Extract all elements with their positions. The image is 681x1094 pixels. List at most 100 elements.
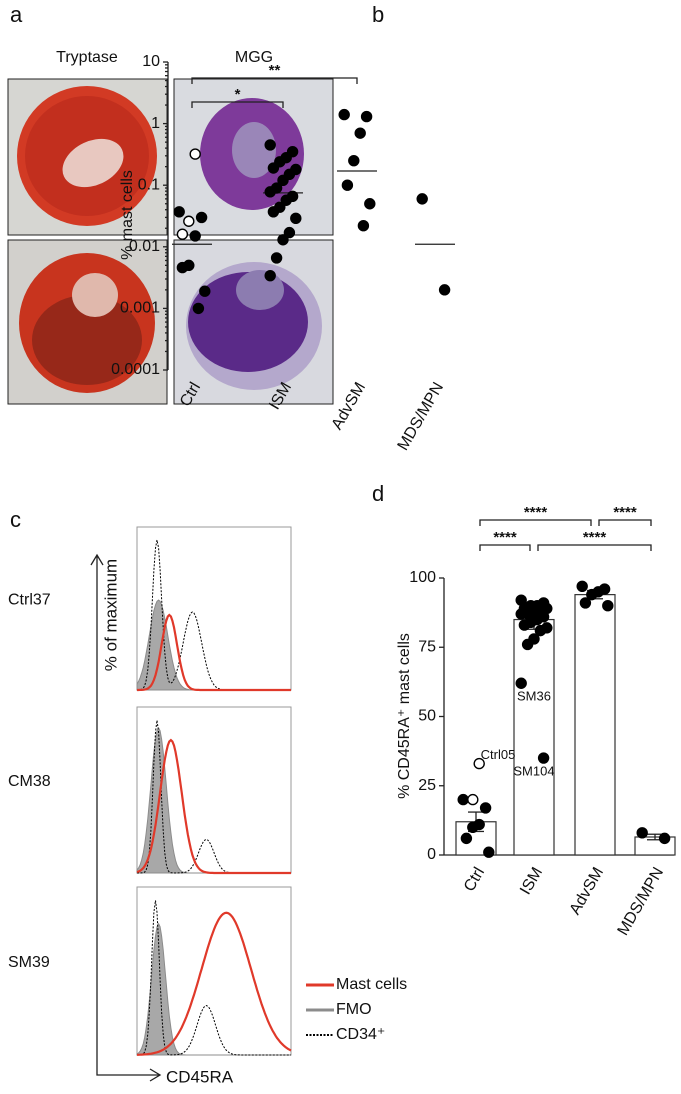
data-point xyxy=(521,638,534,651)
bar xyxy=(574,594,616,856)
data-point xyxy=(195,211,208,224)
data-point xyxy=(534,624,547,637)
point-label: SM104 xyxy=(513,763,554,778)
data-point xyxy=(290,212,302,225)
significance-bracket xyxy=(191,77,358,84)
y-tick-label: 0.01 xyxy=(129,238,160,255)
y-tick-label: 75 xyxy=(418,638,436,655)
data-point xyxy=(579,597,592,609)
y-tick-label: 0.1 xyxy=(138,176,160,193)
significance-bracket xyxy=(537,544,652,551)
legend-label: CD34⁺ xyxy=(336,1026,385,1043)
data-point xyxy=(537,752,550,764)
point-label: Ctrl05 xyxy=(481,747,516,762)
data-point xyxy=(360,110,373,123)
y-tick-label: 25 xyxy=(418,777,436,794)
significance-bracket xyxy=(598,519,652,526)
data-point xyxy=(438,284,451,296)
data-point xyxy=(467,821,479,833)
x-tick-label: Ctrl xyxy=(461,865,488,895)
x-tick-label: AdvSM xyxy=(567,865,608,918)
y-tick-label: 50 xyxy=(418,708,436,725)
data-point xyxy=(364,198,376,210)
data-point xyxy=(518,619,531,631)
panel-label: a xyxy=(10,2,23,27)
data-point xyxy=(341,179,354,191)
data-point xyxy=(338,108,350,121)
data-point xyxy=(270,252,283,264)
y-axis-label: % CD45RA⁺ mast cells xyxy=(396,633,413,799)
panel-label: c xyxy=(10,507,21,532)
data-point xyxy=(586,588,598,601)
significance-label: ** xyxy=(269,62,281,79)
mast-histogram xyxy=(136,738,291,875)
y-tick-label: 10 xyxy=(142,53,160,70)
data-point xyxy=(280,194,292,206)
panel-label: d xyxy=(372,481,384,506)
data-point xyxy=(277,174,289,187)
y-axis-label: % mast cells xyxy=(119,170,136,260)
mast-histogram xyxy=(137,613,291,692)
data-point xyxy=(267,206,280,218)
image-column-label: MGG xyxy=(235,49,273,66)
x-tick-label: ISM xyxy=(517,865,546,898)
data-point xyxy=(515,608,527,620)
data-point xyxy=(189,230,201,242)
y-axis-label: % of maximum xyxy=(101,559,120,671)
data-point xyxy=(173,206,185,218)
data-point xyxy=(354,127,366,139)
point-label: SM36 xyxy=(517,689,551,704)
data-point xyxy=(483,846,495,858)
data-point xyxy=(264,139,276,151)
data-point xyxy=(277,234,289,246)
data-point xyxy=(267,162,280,174)
x-axis-label: CD45RA xyxy=(166,1067,234,1086)
significance-bracket xyxy=(191,101,284,108)
significance-label: **** xyxy=(493,529,517,546)
data-point xyxy=(658,832,671,845)
sample-label: SM39 xyxy=(8,954,50,971)
significance-label: **** xyxy=(524,504,548,521)
fmo-histogram xyxy=(136,922,291,1056)
data-point xyxy=(264,269,276,282)
data-point xyxy=(357,220,370,232)
panel-label: b xyxy=(372,2,384,27)
data-point xyxy=(576,580,588,593)
data-point xyxy=(283,226,296,239)
data-point xyxy=(473,757,485,770)
significance-bracket xyxy=(479,519,592,526)
data-point xyxy=(460,832,473,845)
data-point xyxy=(189,148,201,160)
data-point xyxy=(264,186,276,198)
data-point xyxy=(176,228,189,240)
data-point xyxy=(348,154,360,167)
significance-label: **** xyxy=(613,504,637,521)
data-point xyxy=(183,215,195,227)
y-tick-label: 0.001 xyxy=(120,300,160,317)
y-tick-label: 1 xyxy=(151,115,160,132)
x-tick-label: MDS/MPN xyxy=(395,380,448,454)
significance-label: * xyxy=(235,86,241,103)
data-point xyxy=(176,261,189,274)
data-point xyxy=(515,677,527,689)
axis-arrow xyxy=(90,553,162,1082)
significance-bracket xyxy=(479,544,531,551)
data-point xyxy=(457,793,469,806)
data-point xyxy=(192,302,205,315)
y-tick-label: 100 xyxy=(409,569,436,586)
sample-label: Ctrl37 xyxy=(8,592,51,609)
significance-label: **** xyxy=(583,529,607,546)
bar xyxy=(513,618,555,856)
data-point xyxy=(479,802,492,814)
data-point xyxy=(602,600,614,612)
cd34-histogram xyxy=(137,900,291,1056)
x-tick-label: AdvSM xyxy=(329,380,370,433)
mast-histogram xyxy=(137,911,292,1056)
x-tick-label: MDS/MPN xyxy=(615,865,668,939)
sample-label: CM38 xyxy=(8,773,51,790)
data-point xyxy=(636,827,648,839)
y-tick-label: 0 xyxy=(427,846,436,863)
data-point xyxy=(199,285,211,297)
data-point xyxy=(467,793,479,806)
